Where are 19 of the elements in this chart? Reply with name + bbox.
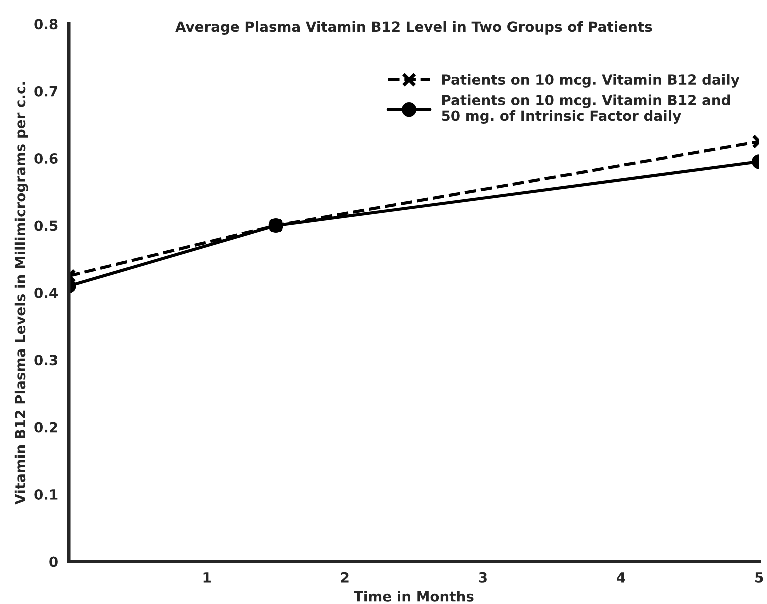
- x-tick-label: 1: [204, 572, 211, 583]
- x-tick-label: 2: [341, 572, 349, 583]
- y-tick-label: 0.1: [34, 489, 58, 500]
- y-tick-label: 0.5: [34, 220, 58, 232]
- y-tick-label: 0.4: [34, 288, 58, 298]
- y-tick-label: 0.2: [34, 422, 58, 433]
- x-tick-label: 3: [479, 572, 487, 583]
- y-tick-label: 0.7: [34, 86, 58, 97]
- y-tick-label: 0.3: [34, 355, 58, 366]
- x-tick-label: 4: [617, 572, 626, 583]
- x-axis-title: Time in Months: [354, 591, 474, 602]
- legend-label: Patients on 10 mcg. Vitamin B12 daily: [442, 74, 740, 88]
- y-tick-label: 0: [50, 556, 58, 568]
- y-tick-label: 0.6: [34, 154, 58, 164]
- chart-title: Average Plasma Vitamin B12 Level in Two Groups of Patients: [176, 21, 652, 35]
- y-axis-title: Vitamin B12 Plasma Levels in Millimicrograms per c.c.: [14, 82, 28, 505]
- legend-label: Patients on 10 mcg. Vitamin B12 and 50 mg. of Intrinsic Factor daily: [442, 94, 730, 124]
- y-tick-label: 0.8: [34, 19, 58, 30]
- x-tick-label: 5: [756, 572, 764, 583]
